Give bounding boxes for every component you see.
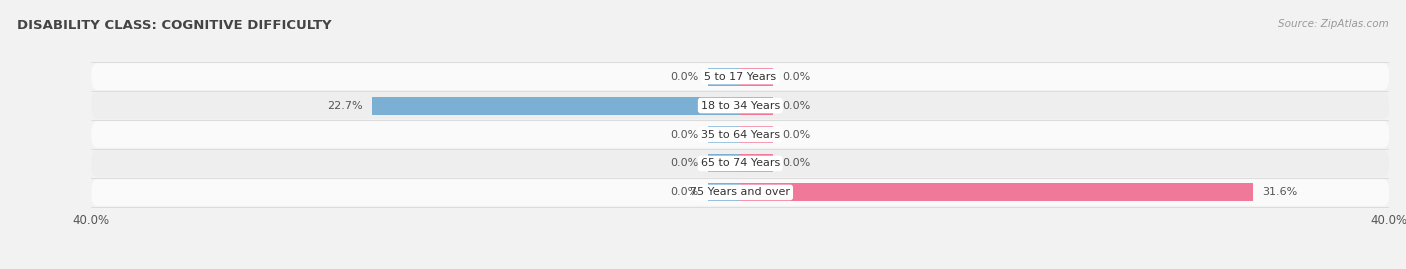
Legend: Male, Female: Male, Female [683,268,797,269]
Text: 0.0%: 0.0% [669,187,699,197]
Text: 65 to 74 Years: 65 to 74 Years [700,158,780,168]
Bar [373,97,740,115]
Text: 22.7%: 22.7% [326,101,363,111]
Text: 35 to 64 Years: 35 to 64 Years [700,129,780,140]
FancyBboxPatch shape [91,92,1389,119]
Text: Source: ZipAtlas.com: Source: ZipAtlas.com [1278,19,1389,29]
FancyBboxPatch shape [91,179,1389,206]
Text: 18 to 34 Years: 18 to 34 Years [700,101,780,111]
Bar [740,68,773,86]
Text: 31.6%: 31.6% [1263,187,1298,197]
FancyBboxPatch shape [91,63,1389,90]
Bar [707,183,740,201]
Text: 0.0%: 0.0% [669,129,699,140]
FancyBboxPatch shape [91,150,1389,177]
FancyBboxPatch shape [91,121,1389,148]
Text: 0.0%: 0.0% [782,72,811,82]
Text: 0.0%: 0.0% [669,72,699,82]
Bar [740,154,773,172]
Bar [740,97,773,115]
Text: 75 Years and over: 75 Years and over [690,187,790,197]
Bar [707,154,740,172]
Text: DISABILITY CLASS: COGNITIVE DIFFICULTY: DISABILITY CLASS: COGNITIVE DIFFICULTY [17,19,332,32]
Bar [740,183,1253,201]
Bar [740,126,773,143]
Text: 0.0%: 0.0% [782,158,811,168]
Text: 0.0%: 0.0% [669,158,699,168]
Text: 0.0%: 0.0% [782,101,811,111]
Bar [707,126,740,143]
Bar [707,68,740,86]
Text: 0.0%: 0.0% [782,129,811,140]
Text: 5 to 17 Years: 5 to 17 Years [704,72,776,82]
